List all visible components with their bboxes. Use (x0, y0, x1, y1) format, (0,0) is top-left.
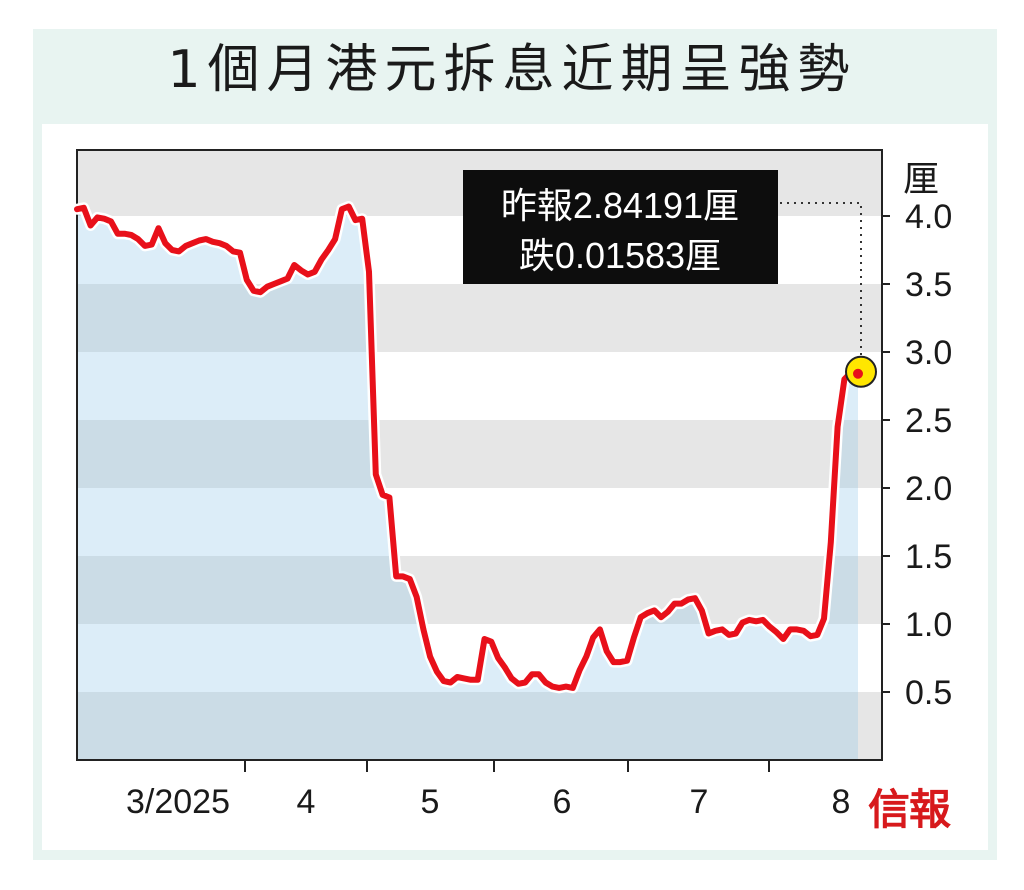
area-band-shade-0 (77, 692, 858, 760)
y-tick-label-0: 0.5 (905, 674, 952, 712)
annotation-line-2: 跌0.01583厘 (519, 235, 721, 276)
y-tick-label-5: 3.0 (905, 334, 952, 372)
annotation-leader-line (780, 202, 862, 356)
annotation-box (463, 170, 778, 284)
y-tick-label-3: 2.0 (905, 470, 952, 508)
x-tick-label-1: 4 (297, 783, 316, 821)
x-tick-label-3: 6 (553, 783, 572, 821)
latest-point-marker-group (845, 355, 877, 388)
series-line-group (71, 201, 864, 694)
y-axis: 0.5 1.0 1.5 2.0 2.5 3.0 3.5 4.0 (882, 198, 952, 712)
newspaper-logo: 信報 (868, 785, 951, 834)
y-tick-label-1: 1.0 (905, 606, 952, 644)
x-tick-label-4: 7 (690, 783, 709, 821)
plot-border (76, 149, 883, 761)
x-tick-label-0: 3/2025 (126, 783, 230, 821)
y-tick-label-6: 3.5 (905, 266, 952, 304)
series-line (74, 203, 861, 691)
x-axis: 3/2025 4 5 6 7 8 (126, 760, 850, 821)
x-tick-label-5: 8 (832, 783, 851, 821)
y-tick-label-7: 4.0 (905, 198, 952, 236)
x-tick-label-2: 5 (421, 783, 440, 821)
y-tick-label-4: 2.5 (905, 402, 952, 440)
y-unit-label: 厘 (903, 158, 939, 199)
chart-title: 1個月港元拆息近期呈強勢 (167, 40, 857, 100)
annotation-line-1: 昨報2.84191厘 (501, 185, 739, 226)
latest-point (853, 368, 863, 379)
y-tick-label-2: 1.5 (905, 538, 952, 576)
